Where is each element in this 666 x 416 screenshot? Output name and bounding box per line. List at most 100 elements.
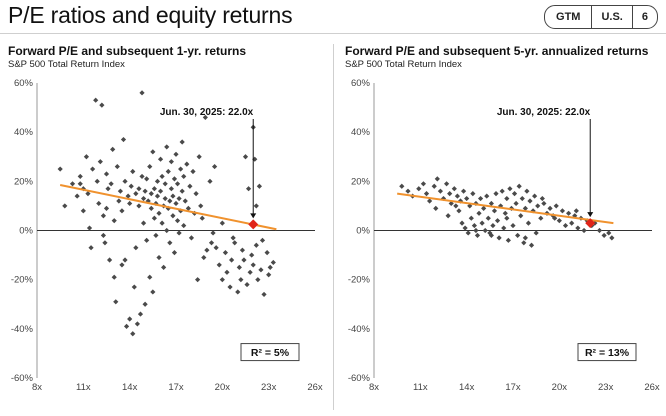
data-point bbox=[528, 242, 535, 248]
data-point bbox=[490, 222, 496, 229]
data-point bbox=[573, 208, 579, 214]
data-point bbox=[471, 222, 477, 229]
data-point bbox=[57, 166, 63, 172]
data-point bbox=[187, 183, 193, 189]
data-point bbox=[270, 259, 276, 266]
data-point bbox=[399, 183, 405, 189]
data-point bbox=[77, 173, 83, 180]
highlight-point bbox=[248, 219, 259, 230]
data-point bbox=[147, 274, 153, 280]
data-point bbox=[533, 230, 539, 236]
data-point bbox=[159, 173, 165, 180]
data-point bbox=[140, 220, 147, 226]
data-point bbox=[250, 262, 256, 268]
x-tick-label: 8x bbox=[32, 382, 42, 393]
data-point bbox=[62, 203, 68, 209]
data-point bbox=[405, 188, 411, 194]
data-point bbox=[144, 176, 150, 182]
data-point bbox=[90, 166, 96, 172]
data-point bbox=[122, 178, 128, 184]
data-point bbox=[527, 198, 533, 204]
data-point bbox=[178, 166, 184, 172]
data-point bbox=[119, 262, 125, 268]
panel-divider bbox=[333, 44, 334, 410]
data-point bbox=[154, 178, 161, 184]
data-point bbox=[451, 186, 457, 192]
x-tick-label: 14x bbox=[459, 382, 475, 393]
data-point bbox=[179, 188, 185, 194]
data-point bbox=[606, 230, 612, 236]
data-point bbox=[69, 181, 76, 187]
x-tick-label: 17x bbox=[168, 382, 184, 393]
data-point bbox=[245, 186, 252, 192]
data-point bbox=[581, 227, 587, 234]
annotation-label: Jun. 30, 2025: 22.0x bbox=[497, 107, 591, 118]
data-point bbox=[547, 205, 553, 211]
data-point bbox=[127, 316, 133, 322]
data-point bbox=[535, 203, 541, 209]
data-point bbox=[516, 183, 522, 189]
data-point bbox=[148, 191, 154, 197]
data-point bbox=[150, 289, 156, 295]
data-point bbox=[462, 225, 468, 231]
chart-subtitle: S&P 500 Total Return Index bbox=[345, 59, 462, 70]
page-title: P/E ratios and equity returns bbox=[8, 2, 293, 28]
data-point bbox=[459, 220, 465, 226]
data-point bbox=[464, 195, 470, 202]
y-tick-label: 20% bbox=[351, 176, 371, 187]
data-point bbox=[168, 159, 174, 165]
r-squared-label: R² = 5% bbox=[251, 347, 290, 359]
data-point bbox=[151, 186, 157, 192]
data-point bbox=[416, 186, 422, 192]
data-point bbox=[133, 191, 139, 197]
header-divider bbox=[0, 33, 666, 34]
data-point bbox=[85, 191, 91, 197]
data-point bbox=[97, 159, 103, 165]
data-point bbox=[176, 230, 182, 236]
data-point bbox=[247, 269, 253, 275]
data-point bbox=[443, 181, 450, 187]
x-tick-label: 26x bbox=[307, 382, 323, 393]
y-tick-label: -40% bbox=[11, 324, 34, 335]
chart-title: Forward P/E and subsequent 1-yr. returns bbox=[8, 44, 247, 58]
data-point bbox=[477, 195, 484, 202]
data-point bbox=[182, 198, 188, 204]
data-point bbox=[244, 281, 250, 288]
data-point bbox=[556, 218, 562, 224]
data-point bbox=[171, 250, 178, 256]
data-point bbox=[232, 240, 238, 246]
data-point bbox=[261, 291, 267, 298]
data-point bbox=[130, 331, 136, 337]
data-point bbox=[195, 277, 201, 283]
data-point bbox=[445, 213, 451, 219]
y-tick-label: 0% bbox=[356, 226, 370, 237]
data-point bbox=[137, 311, 144, 317]
data-point bbox=[157, 156, 164, 162]
data-point bbox=[505, 237, 511, 243]
trendline bbox=[397, 192, 614, 225]
data-point bbox=[96, 200, 102, 207]
data-point bbox=[108, 181, 114, 187]
y-tick-label: 60% bbox=[14, 78, 34, 89]
data-point bbox=[253, 242, 259, 248]
data-point bbox=[253, 203, 259, 209]
data-point bbox=[522, 235, 528, 241]
chart-panel-1yr: Forward P/E and subsequent 1-yr. returns… bbox=[6, 40, 329, 414]
data-point bbox=[259, 237, 266, 243]
data-point bbox=[491, 208, 498, 214]
badge-page-number: 6 bbox=[631, 6, 657, 28]
data-point bbox=[562, 222, 569, 229]
data-point bbox=[122, 257, 128, 263]
y-tick-label: -60% bbox=[348, 373, 371, 384]
chart-title: Forward P/E and subsequent 5-yr. annuali… bbox=[345, 44, 649, 58]
data-point bbox=[139, 90, 145, 96]
data-point bbox=[496, 235, 502, 241]
data-point bbox=[525, 220, 532, 226]
data-point bbox=[111, 218, 117, 224]
data-point bbox=[103, 171, 110, 177]
data-point bbox=[511, 191, 518, 197]
data-point bbox=[156, 210, 162, 216]
data-point bbox=[264, 250, 270, 256]
data-point bbox=[222, 250, 229, 256]
data-point bbox=[130, 168, 136, 175]
